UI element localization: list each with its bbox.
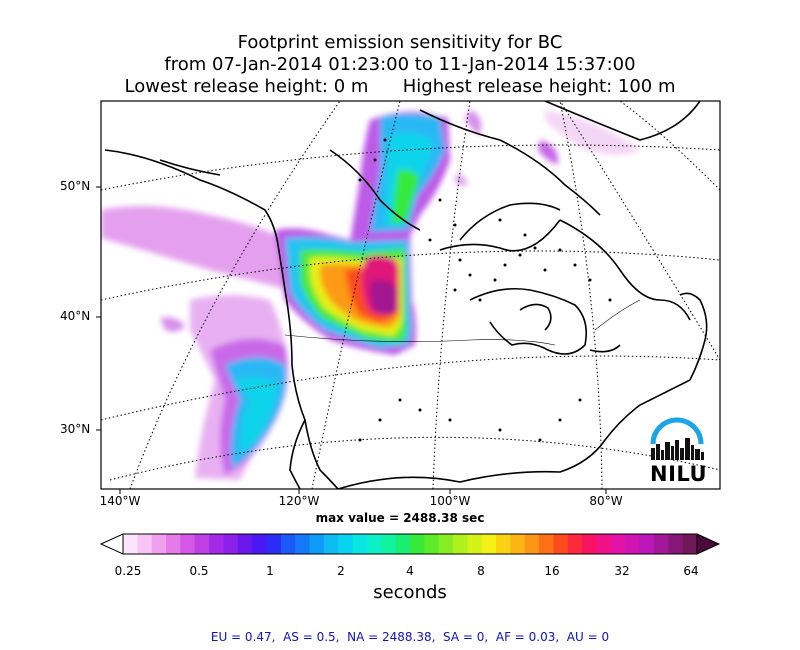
colorbar-cell	[381, 534, 397, 554]
lon-label-140w: 140°W	[99, 494, 141, 508]
colorbar-cell	[323, 534, 339, 554]
colorbar-tick-6: 16	[544, 564, 560, 578]
lon-label-80w: 80°W	[589, 494, 623, 508]
colorbar-cell	[539, 534, 554, 554]
title-line-1: Footprint emission sensitivity for BC	[237, 32, 563, 53]
colorbar-cell	[209, 534, 224, 554]
colorbar-cell	[366, 534, 382, 554]
colorbar-cell	[567, 534, 583, 554]
lat-label-30n: 30°N	[60, 422, 91, 436]
colorbar-cell	[639, 534, 655, 554]
colorbar-cell	[123, 534, 138, 554]
sensitivity-plume	[101, 110, 640, 480]
colorbar-cell	[352, 534, 368, 554]
colorbar-cell	[625, 534, 641, 554]
nilu-city-icon	[651, 438, 704, 460]
nilu-logo	[650, 417, 704, 460]
colorbar-cell	[582, 534, 598, 554]
nilu-arc-icon	[650, 417, 704, 445]
colorbar-tick-0: 0.25	[114, 564, 142, 578]
colorbar-cell	[338, 534, 354, 554]
axis-ticks	[96, 186, 607, 494]
colorbar-tick-7: 32	[614, 564, 630, 578]
colorbar-cell	[682, 534, 698, 554]
colorbar-cell	[151, 534, 167, 554]
colorbar-cell	[295, 534, 311, 554]
colorbar-cell	[438, 534, 454, 554]
lon-label-120w: 120°W	[278, 494, 320, 508]
colorbar-cell	[395, 534, 411, 554]
colorbar-cell	[496, 534, 511, 554]
colorbar-cell	[266, 534, 282, 554]
colorbar-tick-3: 2	[337, 564, 345, 578]
map-frame	[100, 100, 721, 490]
colorbar-cell	[410, 534, 425, 554]
colorbar-cell	[280, 534, 296, 554]
colorbar-cell	[453, 534, 468, 554]
colorbar-cell	[668, 534, 684, 554]
colorbar-cell	[424, 534, 440, 554]
lat-label-50n: 50°N	[60, 179, 91, 193]
title-line-2: from 07-Jan-2014 01:23:00 to 11-Jan-2014…	[164, 54, 636, 75]
colorbar-tick-8: 64	[683, 564, 699, 578]
title-line-3: Lowest release height: 0 m Highest relea…	[124, 76, 676, 97]
colorbar-cell	[610, 534, 626, 554]
coastlines	[104, 101, 708, 489]
colorbar-cell	[467, 534, 483, 554]
graticule	[101, 101, 720, 489]
nilu-logo-text: NILU	[650, 462, 708, 486]
colorbar-cell	[510, 534, 526, 554]
colorbar-cell	[166, 534, 181, 554]
colorbar-min-arrow	[99, 533, 124, 555]
colorbar-cell	[137, 534, 153, 554]
colorbar-cell	[237, 534, 253, 554]
colorbar-label: seconds	[373, 582, 447, 603]
colorbar-tick-5: 8	[477, 564, 485, 578]
colorbar-cell	[252, 534, 267, 554]
lakes-and-islands	[358, 138, 612, 442]
colorbar-cell	[596, 534, 612, 554]
colorbar-cell	[309, 534, 325, 554]
region-summary: EU = 0.47, AS = 0.5, NA = 2488.38, SA = …	[210, 630, 610, 644]
colorbar-max-arrow	[696, 533, 721, 555]
colorbar-tick-1: 0.5	[189, 564, 209, 578]
lat-label-40n: 40°N	[60, 309, 91, 323]
colorbar	[99, 533, 721, 555]
borders	[284, 299, 641, 346]
colorbar-cell	[223, 534, 239, 554]
colorbar-cell	[553, 534, 569, 554]
colorbar-tick-2: 1	[266, 564, 274, 578]
colorbar-tick-4: 4	[406, 564, 414, 578]
colorbar-cell	[481, 534, 497, 554]
colorbar-cell	[524, 534, 540, 554]
colorbar-cell	[653, 534, 669, 554]
max-value-label: max value = 2488.38 sec	[315, 511, 485, 525]
colorbar-cell	[180, 534, 196, 554]
lon-label-100w: 100°W	[429, 494, 471, 508]
colorbar-cell	[194, 534, 210, 554]
colorbar-frame	[122, 533, 698, 555]
